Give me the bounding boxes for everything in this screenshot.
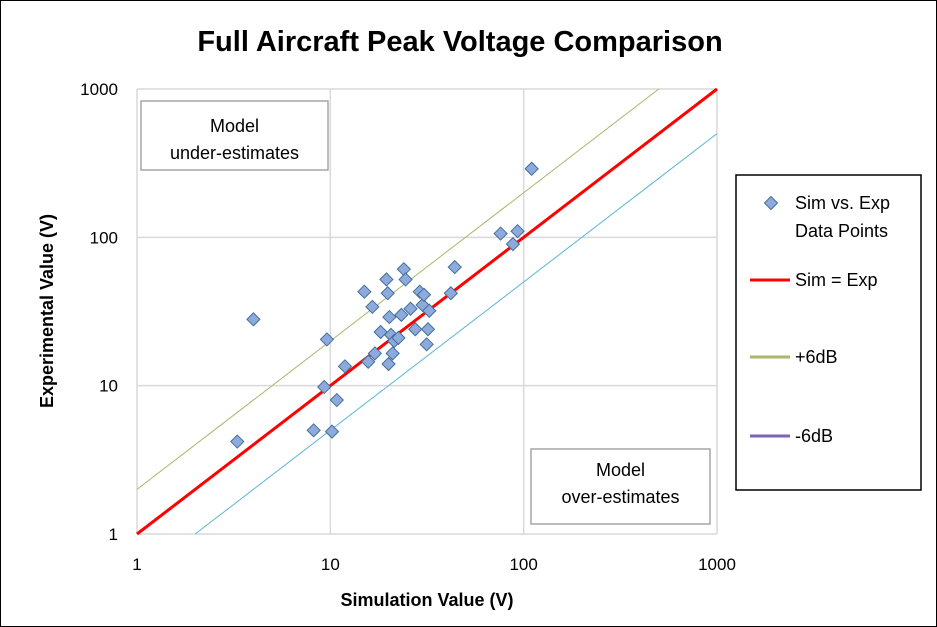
data-point [379,272,394,287]
under-estimates-box [140,100,329,171]
y-tick-label: 1000 [80,80,118,99]
data-point [493,226,508,241]
data-point [361,354,376,369]
data-point [408,322,423,337]
ref-line--6db [194,133,718,535]
data-point [396,261,412,277]
x-tick-label: 100 [509,555,537,574]
data-point [420,322,436,337]
data-point [416,287,432,302]
data-point [329,392,345,408]
y-tick-label: 1 [109,525,118,544]
data-point [398,272,413,287]
legend-label-sim-exp: Sim = Exp [795,270,878,290]
data-point [306,423,321,438]
data-point [382,309,397,325]
y-tick-label: 10 [99,377,118,396]
data-point [381,356,396,372]
data-point [419,337,434,352]
data-point [394,307,409,323]
legend-label--6db: +6dB [795,347,838,367]
under-estimates-line-1: Model [210,116,259,136]
legend-label-data-points: Sim vs. Exp [795,193,890,213]
chart-title: Full Aircraft Peak Voltage Comparison [197,26,723,58]
data-point [324,424,340,439]
over-estimates-line-2: over-estimates [561,487,679,507]
under-estimates-line-2: under-estimates [170,143,299,163]
data-point [524,161,539,176]
data-point [443,286,459,301]
data-point [337,359,353,374]
over-estimates-line-1: Model [596,460,645,480]
data-point [367,346,383,361]
x-tick-label: 1000 [698,555,736,574]
gridlines [136,88,718,535]
legend-label--6db: -6dB [795,426,833,446]
data-point [447,259,462,275]
x-tick-label: 10 [321,555,340,574]
data-point [380,286,395,301]
x-axis-title: Simulation Value (V) [340,590,513,610]
data-point [365,299,380,315]
data-point [373,324,388,340]
data-point [510,223,525,239]
ref-line--6db [136,88,660,490]
data-point [422,303,437,318]
y-axis-title: Experimental Value (V) [37,214,57,408]
legend-marker-data-points [763,195,779,211]
data-point [246,312,261,327]
data-point [319,332,335,347]
data-point [317,379,332,395]
data-point [230,434,245,449]
data-point [357,284,372,299]
data-point [391,330,406,346]
y-tick-label: 100 [90,228,118,247]
over-estimates-box [530,448,711,525]
data-point [505,236,521,252]
data-point [385,346,400,361]
legend: Sim vs. Exp Data Points Sim = Exp +6dB -6dB [750,193,890,446]
data-point [403,301,418,316]
legend-label-data-points: Data Points [795,221,888,241]
x-tick-label: 1 [132,555,141,574]
data-points [230,161,539,449]
tick-labels: 1 10 100 1000 1 10 100 1000 [80,80,736,574]
